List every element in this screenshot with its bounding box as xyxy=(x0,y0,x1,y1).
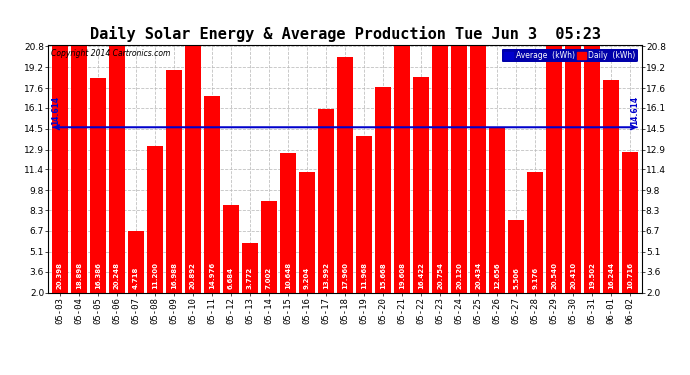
Bar xyxy=(527,172,543,292)
Bar xyxy=(147,146,163,292)
Text: 20.540: 20.540 xyxy=(551,262,558,289)
Text: 13.992: 13.992 xyxy=(323,262,329,289)
Bar xyxy=(261,201,277,292)
Bar xyxy=(90,78,106,292)
Text: 11.968: 11.968 xyxy=(361,262,367,289)
Text: 19.502: 19.502 xyxy=(589,262,595,289)
Bar xyxy=(413,78,429,292)
Text: 3.772: 3.772 xyxy=(247,267,253,289)
Text: 9.204: 9.204 xyxy=(304,266,310,289)
Bar xyxy=(394,36,410,292)
Bar xyxy=(71,45,86,292)
Text: 18.898: 18.898 xyxy=(76,261,81,289)
Bar xyxy=(109,27,125,292)
Text: 10.648: 10.648 xyxy=(285,261,291,289)
Bar xyxy=(471,25,486,292)
Bar xyxy=(318,109,334,292)
Text: 7.002: 7.002 xyxy=(266,267,272,289)
Bar xyxy=(52,26,68,292)
Bar xyxy=(356,136,372,292)
Text: 6.684: 6.684 xyxy=(228,267,234,289)
Bar xyxy=(166,70,181,292)
Bar xyxy=(565,25,581,293)
Text: 5.506: 5.506 xyxy=(513,267,519,289)
Text: 20.754: 20.754 xyxy=(437,262,443,289)
Bar xyxy=(128,231,144,292)
Legend: Average  (kWh), Daily  (kWh): Average (kWh), Daily (kWh) xyxy=(502,49,638,62)
Text: 20.434: 20.434 xyxy=(475,261,481,289)
Bar xyxy=(584,37,600,292)
Text: 16.422: 16.422 xyxy=(418,262,424,289)
Bar xyxy=(604,80,619,292)
Text: 16.244: 16.244 xyxy=(609,261,614,289)
Text: 9.176: 9.176 xyxy=(532,267,538,289)
Text: 12.656: 12.656 xyxy=(494,262,500,289)
Bar xyxy=(622,152,638,292)
Text: 10.716: 10.716 xyxy=(627,262,633,289)
Text: 17.960: 17.960 xyxy=(342,262,348,289)
Bar xyxy=(433,21,448,292)
Bar xyxy=(204,96,219,292)
Text: 20.892: 20.892 xyxy=(190,262,196,289)
Bar xyxy=(242,243,257,292)
Bar xyxy=(451,29,467,292)
Text: 14.976: 14.976 xyxy=(209,261,215,289)
Text: 4.718: 4.718 xyxy=(132,266,139,289)
Bar xyxy=(375,87,391,292)
Bar xyxy=(337,57,353,292)
Bar xyxy=(280,153,296,292)
Bar xyxy=(546,24,562,293)
Text: 19.608: 19.608 xyxy=(399,262,405,289)
Bar xyxy=(223,205,239,292)
Bar xyxy=(185,19,201,292)
Text: 16.386: 16.386 xyxy=(95,262,101,289)
Text: 20.248: 20.248 xyxy=(114,262,120,289)
Text: 20.410: 20.410 xyxy=(570,261,576,289)
Text: 15.668: 15.668 xyxy=(380,262,386,289)
Bar xyxy=(489,127,505,292)
Bar xyxy=(509,220,524,292)
Text: 16.988: 16.988 xyxy=(171,262,177,289)
Text: 20.120: 20.120 xyxy=(456,262,462,289)
Text: 11.200: 11.200 xyxy=(152,262,158,289)
Text: Copyright 2014 Cartronics.com: Copyright 2014 Cartronics.com xyxy=(51,49,170,58)
Bar xyxy=(299,172,315,292)
Title: Daily Solar Energy & Average Production Tue Jun 3  05:23: Daily Solar Energy & Average Production … xyxy=(90,27,600,42)
Text: 20.398: 20.398 xyxy=(57,262,63,289)
Text: 14.614: 14.614 xyxy=(51,96,60,125)
Text: 14.614: 14.614 xyxy=(630,96,639,125)
